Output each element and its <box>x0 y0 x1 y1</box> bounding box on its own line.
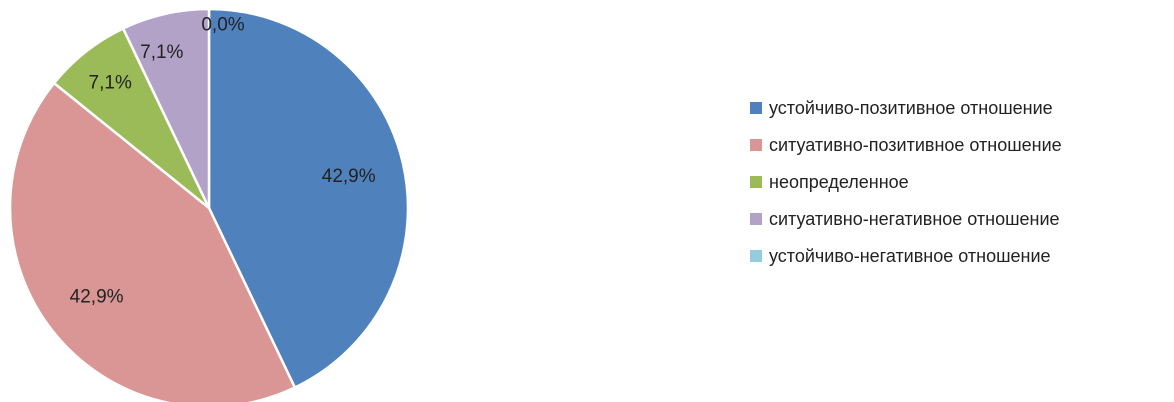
legend-label: неопределенное <box>769 171 909 192</box>
pie-data-label: 0,0% <box>201 14 244 35</box>
chart-legend: устойчиво-позитивное отношение ситуативно… <box>750 96 1062 281</box>
pie-data-label: 7,1% <box>89 73 132 94</box>
legend-label: устойчиво-позитивное отношение <box>769 97 1053 118</box>
legend-swatch <box>750 102 762 114</box>
pie-data-labels: 42,9% 42,9% 7,1% 7,1% 0,0% <box>70 14 376 307</box>
legend-swatch <box>750 250 762 262</box>
legend-item: устойчиво-позитивное отношение <box>750 96 1062 120</box>
legend-item: неопределенное <box>750 170 1062 194</box>
pie-slices <box>8 7 410 402</box>
legend-swatch <box>750 176 762 188</box>
legend-item: ситуативно-негативное отношение <box>750 207 1062 231</box>
legend-swatch <box>750 139 762 151</box>
legend-label: ситуативно-негативное отношение <box>769 208 1060 229</box>
pie-slice <box>121 7 211 210</box>
pie-data-label: 42,9% <box>70 286 124 307</box>
legend-item: ситуативно-позитивное отношение <box>750 133 1062 157</box>
pie-slice <box>8 81 297 402</box>
legend-item: устойчиво-негативное отношение <box>750 244 1062 268</box>
pie-data-label: 42,9% <box>322 166 376 187</box>
pie-slice <box>207 7 410 389</box>
legend-label: устойчиво-негативное отношение <box>769 245 1051 266</box>
pie-data-label: 7,1% <box>140 42 183 63</box>
legend-label: ситуативно-позитивное отношение <box>769 134 1062 155</box>
legend-swatch <box>750 213 762 225</box>
